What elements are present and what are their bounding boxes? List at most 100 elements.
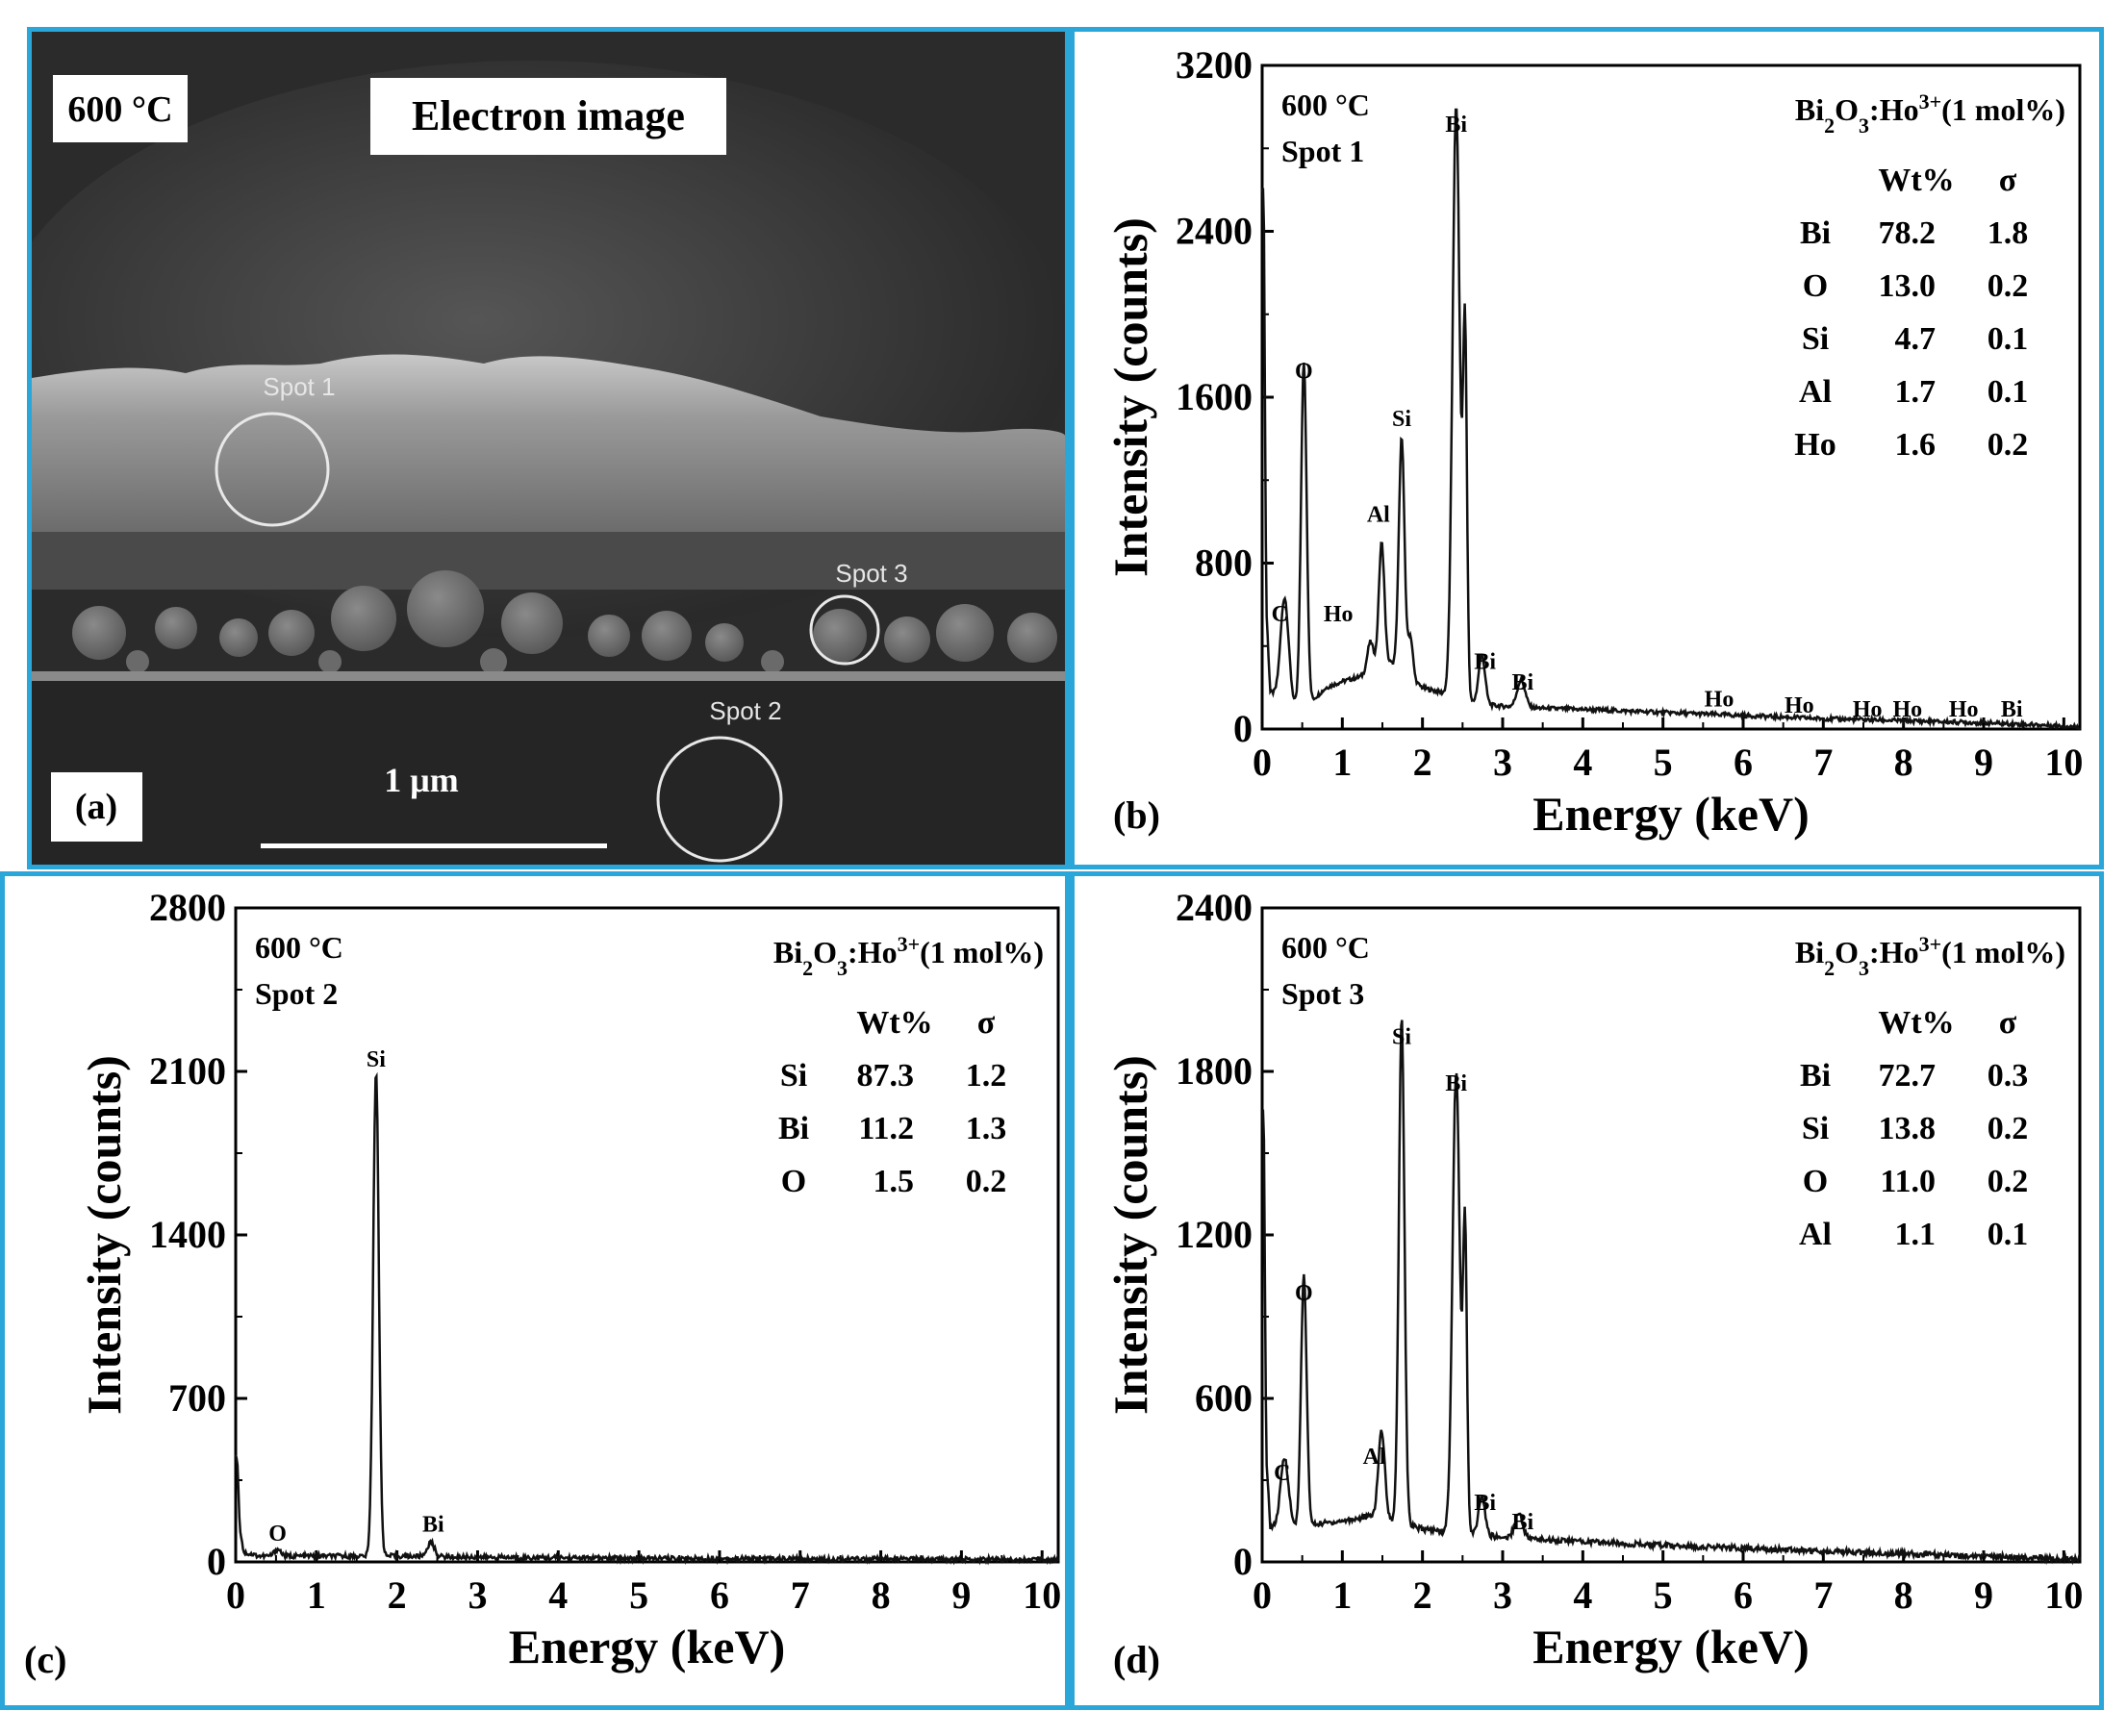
x-tick-label: 6 (710, 1573, 729, 1617)
peak-label: Ho (1892, 697, 1922, 722)
y-tick-label: 2400 (1176, 210, 1253, 253)
y-tick-label: 1800 (1176, 1049, 1253, 1093)
x-tick-label: 7 (1813, 1573, 1833, 1617)
peak-label: C (1274, 1461, 1290, 1486)
scale-bar-label: 1 μm (384, 761, 458, 799)
spot-3-label: Spot 3 (835, 559, 907, 588)
spot-2-marker (656, 736, 783, 863)
table-element: O (781, 1164, 806, 1199)
table-wt-value: 1.1 (1895, 1217, 1937, 1252)
x-tick-label: 5 (629, 1573, 648, 1617)
table-wt-value: 1.7 (1895, 374, 1937, 410)
peak-label: Si (1392, 407, 1411, 432)
table-wt-value: 13.8 (1879, 1111, 1937, 1146)
table-header-wt: Wt% (1878, 163, 1954, 198)
table-sigma-value: 0.1 (1988, 321, 2029, 357)
y-tick-label: 2100 (149, 1049, 226, 1093)
plot-frame (234, 906, 1060, 1564)
table-element: Si (1802, 1111, 1829, 1146)
table-header-sigma: σ (977, 1005, 996, 1041)
sample-label: Bi2O3:Ho3+(1 mol%) (773, 932, 1044, 980)
table-header-sigma: σ (1999, 163, 2017, 198)
sem-substrate-line (32, 671, 1065, 681)
y-tick-label: 700 (168, 1376, 226, 1420)
x-axis-label: Energy (keV) (1532, 1620, 1809, 1673)
y-tick-label: 0 (1233, 1540, 1253, 1583)
temperature-label: 600 °C (255, 930, 343, 965)
x-tick-label: 3 (468, 1573, 487, 1617)
table-element: Bi (778, 1111, 809, 1146)
table-element: Al (1799, 1217, 1832, 1252)
panel-label: (c) (24, 1638, 66, 1681)
x-tick-label: 7 (1813, 741, 1833, 784)
sample-label: Bi2O3:Ho3+(1 mol%) (1795, 89, 2065, 138)
table-sigma-value: 0.1 (1988, 1217, 2029, 1252)
peak-label: Bi (1445, 1071, 1467, 1096)
x-tick-label: 8 (1894, 1573, 1913, 1617)
spectrum-line (1261, 1019, 2082, 1566)
temperature-label-box (53, 75, 188, 142)
x-tick-label: 1 (1332, 741, 1352, 784)
spot-1-label: Spot 1 (263, 372, 335, 401)
x-tick-label: 2 (388, 1573, 407, 1617)
table-sigma-value: 1.3 (966, 1111, 1007, 1146)
y-tick-label: 3200 (1176, 43, 1253, 87)
sem-particles (72, 570, 1057, 675)
table-sigma-value: 0.2 (1988, 268, 2029, 304)
peak-label: Bi (1511, 1510, 1533, 1535)
sample-label: Bi2O3:Ho3+(1 mol%) (1795, 932, 2065, 980)
peak-label: Ho (1705, 687, 1735, 712)
eds-chart-spot-2: 0 1 2 3 4 5 6 7 8 9 10 0 700 1400 2100 2800 Energy (keV)… (24, 886, 1061, 1681)
table-sigma-value: 0.3 (1988, 1058, 2029, 1094)
eds-chart-spot-3: 0 1 2 3 4 5 6 7 8 9 10 0 600 1200 1800 2400 Energy (keV)… (1103, 886, 2083, 1681)
table-element: O (1803, 268, 1828, 304)
image-title: Electron image (412, 92, 685, 139)
spectrum-line (234, 1071, 1060, 1566)
x-axis-label: Energy (keV) (1532, 787, 1809, 841)
y-tick-label: 2800 (149, 886, 226, 929)
peak-label: Si (1392, 1025, 1411, 1050)
x-tick-label: 5 (1654, 1573, 1673, 1617)
y-tick-label: 800 (1195, 541, 1253, 585)
peak-label: Ho (1853, 697, 1883, 722)
panel-a-label-box (51, 772, 142, 842)
y-tick-label: 1400 (149, 1213, 226, 1256)
peak-label: Ho (1949, 697, 1979, 722)
peak-label: C (1272, 602, 1288, 627)
x-tick-label: 9 (1974, 741, 1993, 784)
peak-label: O (1295, 360, 1313, 385)
x-tick-label: 7 (791, 1573, 810, 1617)
sem-substrate (32, 681, 1065, 865)
panel-b-eds-spot1: 0 1 2 3 4 5 6 7 8 9 10 0 800 1600 2400 3200 Energy (keV)… (1070, 27, 2104, 869)
x-tick-label: 4 (1573, 1573, 1592, 1617)
sem-film-layer (32, 354, 1065, 532)
spot-2-label: Spot 2 (709, 696, 781, 725)
y-tick-label: 2400 (1176, 886, 1253, 929)
x-tick-label: 1 (1332, 1573, 1352, 1617)
x-tick-label: 10 (1023, 1573, 1061, 1617)
x-tick-label: 8 (1894, 741, 1913, 784)
table-wt-value: 1.5 (874, 1164, 915, 1199)
table-header-wt: Wt% (1878, 1005, 1954, 1041)
eds-chart-spot-1: 0 1 2 3 4 5 6 7 8 9 10 0 800 1600 2400 3200 Energy (keV)… (1103, 43, 2083, 841)
x-tick-label: 1 (307, 1573, 326, 1617)
spot-1-marker (215, 412, 330, 527)
table-sigma-value: 0.2 (966, 1164, 1007, 1199)
peak-label: O (268, 1522, 287, 1547)
x-tick-label: 0 (1253, 741, 1272, 784)
panel-a-electron-image: 600 °C Electron image Spot 1 Spot 3 Spot… (27, 27, 1070, 869)
panel-a-label: (a) (75, 787, 117, 827)
x-tick-label: 10 (2044, 1573, 2083, 1617)
table-sigma-value: 0.1 (1988, 374, 2029, 410)
x-tick-label: 5 (1654, 741, 1673, 784)
x-tick-label: 3 (1493, 1573, 1512, 1617)
table-element: Bi (1800, 1058, 1831, 1094)
spot-label: Spot 2 (255, 976, 338, 1011)
sem-interface-layer (32, 532, 1065, 590)
table-sigma-value: 1.8 (1988, 215, 2029, 251)
peak-label: Bi (1474, 649, 1496, 674)
x-tick-label: 4 (1573, 741, 1592, 784)
scale-bar (261, 843, 607, 848)
table-element: Al (1799, 374, 1832, 410)
sem-image: 600 °C Electron image Spot 1 Spot 3 Spot… (32, 32, 1065, 865)
